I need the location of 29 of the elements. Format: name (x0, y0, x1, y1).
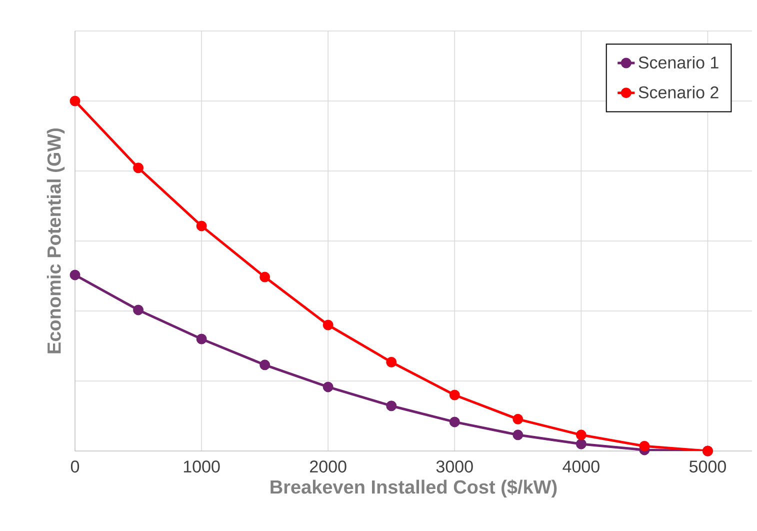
point (576, 430, 586, 440)
point (322, 320, 334, 330)
x-tick-label: 3000 (436, 460, 473, 473)
point (449, 390, 460, 400)
point (639, 440, 650, 452)
point (133, 304, 144, 316)
point (449, 416, 460, 428)
y-axis-title: Economic Potential (GW) (46, 128, 65, 354)
point (196, 334, 207, 344)
point (70, 270, 80, 280)
point (386, 400, 397, 412)
point (260, 360, 270, 370)
point (512, 430, 524, 440)
x-tick-label: 5000 (689, 460, 726, 473)
point (196, 220, 207, 232)
point (576, 438, 586, 450)
x-tick-label: 1000 (184, 460, 220, 473)
x-tick-label: 0 (70, 460, 80, 473)
x-tick-label: 4000 (562, 460, 600, 473)
point (512, 414, 524, 424)
legend-label: Scenario 2 (638, 86, 718, 98)
point (133, 162, 144, 174)
point (260, 272, 270, 282)
point (322, 382, 334, 392)
point (70, 96, 80, 106)
x-tick-label: 2000 (310, 460, 346, 473)
legend-label: Scenario 1 (638, 56, 718, 69)
point (386, 356, 397, 368)
x-axis-title: Breakeven Installed Cost ($/kW) (270, 479, 557, 498)
